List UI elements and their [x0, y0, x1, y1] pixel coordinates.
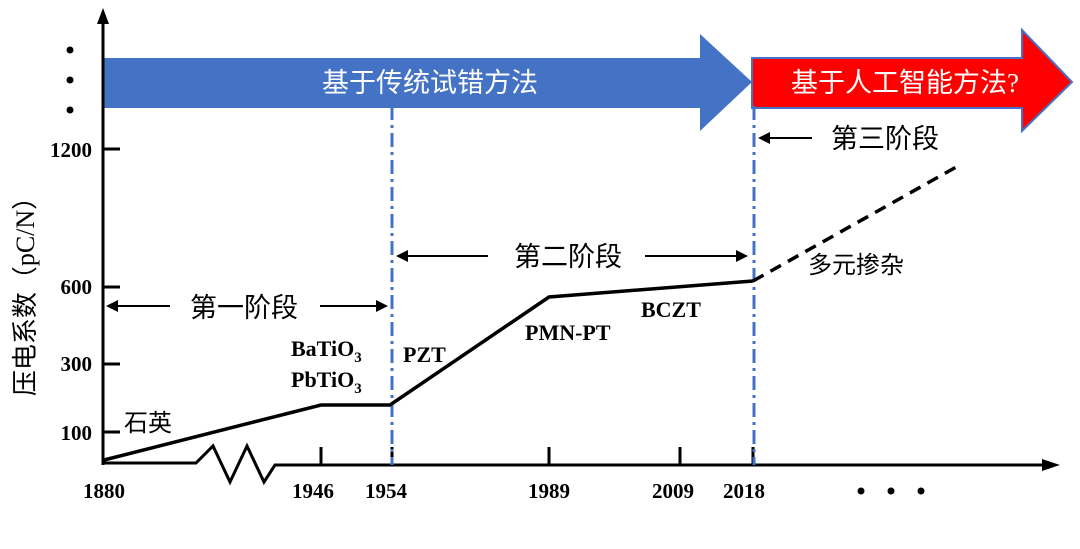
stage-three-arrow [758, 132, 812, 144]
trend-line [103, 279, 754, 462]
x-tick-1946: 1946 [292, 479, 334, 503]
x-tick-1954: 1954 [365, 479, 408, 503]
y-tick-100: 100 [61, 421, 93, 445]
label-batio3: BaTiO3 [291, 336, 362, 366]
ai-method-label: 基于人工智能方法? [791, 68, 1019, 98]
x-axis-arrowhead [1042, 459, 1060, 471]
y-axis-arrowhead [97, 8, 109, 24]
x-axis-ellipsis [857, 487, 925, 495]
y-tick-600: 600 [61, 275, 93, 299]
stage-one-label: 第一阶段 [190, 293, 298, 323]
y-tick-300: 300 [61, 352, 93, 376]
x-tick-1880: 1880 [83, 479, 125, 503]
stage-two-arrow [396, 250, 748, 262]
label-pbtio3: PbTiO3 [291, 367, 362, 397]
y-tick-1200: 1200 [50, 138, 92, 162]
x-axis [103, 442, 1045, 486]
ai-method-banner [751, 27, 1074, 134]
label-bczt: BCZT [641, 297, 701, 322]
stage-one-arrow [106, 300, 388, 312]
label-multi-doping: 多元掺杂 [808, 252, 904, 279]
y-axis-label: 压电系数（pC/N） [11, 184, 40, 396]
traditional-method-label: 基于传统试错方法 [322, 68, 538, 98]
x-tick-2009: 2009 [652, 479, 694, 503]
label-pmn-pt: PMN-PT [525, 320, 611, 345]
x-tick-2018: 2018 [723, 479, 765, 503]
stage-two-label: 第二阶段 [514, 242, 622, 272]
label-quartz: 石英 [124, 410, 172, 437]
stage-three-label: 第三阶段 [831, 124, 939, 154]
y-ticks [103, 147, 120, 434]
label-pzt: PZT [403, 342, 446, 367]
x-tick-1989: 1989 [528, 479, 570, 503]
traditional-method-banner [103, 34, 752, 131]
x-ticks [319, 447, 755, 465]
y-axis-ellipsis [66, 46, 74, 114]
